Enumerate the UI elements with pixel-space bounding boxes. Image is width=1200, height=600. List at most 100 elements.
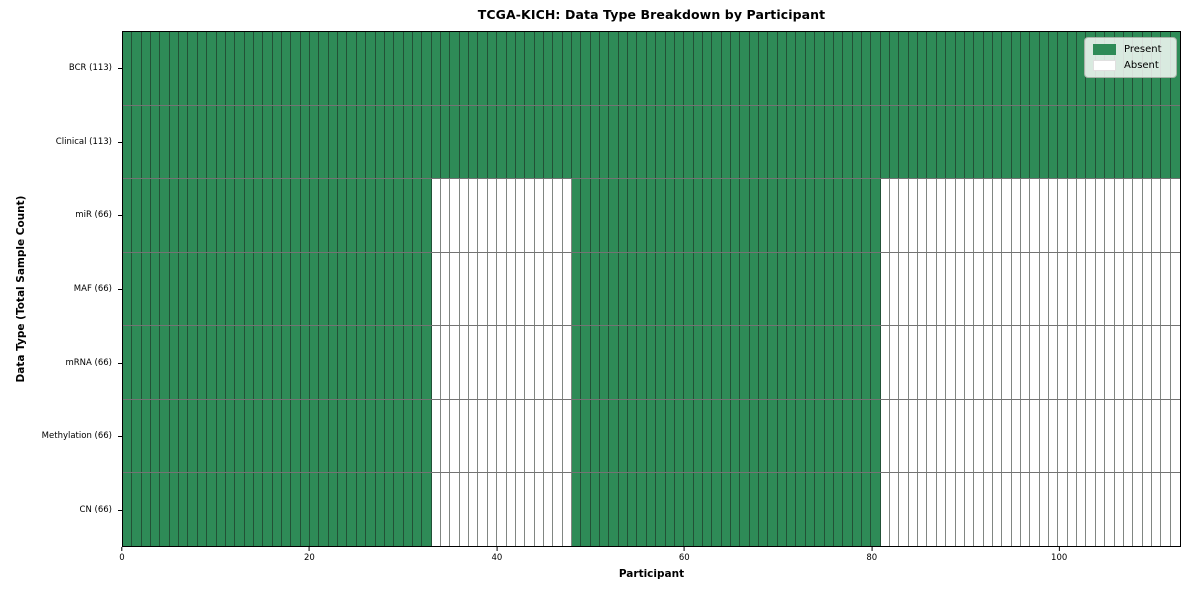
heatmap-cell	[684, 473, 694, 547]
heatmap-cell	[712, 399, 722, 473]
heatmap-cell	[646, 179, 657, 252]
heatmap-cell	[609, 399, 619, 473]
heatmap-cell	[656, 252, 666, 326]
heatmap-cell	[1039, 399, 1050, 473]
heatmap-cell	[366, 179, 376, 252]
heatmap-cell	[702, 399, 713, 473]
heatmap-cell	[1002, 32, 1012, 105]
heatmap-cell	[506, 179, 516, 252]
heatmap-cell	[422, 32, 432, 105]
heatmap-cell	[450, 32, 460, 105]
heatmap-cell	[600, 326, 610, 399]
heatmap-cell	[132, 399, 142, 473]
heatmap-cell	[1030, 252, 1040, 326]
y-axis: BCR (113) Clinical (113) miR (66) MAF (66) m…	[0, 31, 122, 547]
heatmap-cell	[992, 252, 1003, 326]
heatmap-cell	[515, 179, 526, 252]
chart-title: TCGA-KICH: Data Type Breakdown by Partic…	[477, 7, 826, 22]
heatmap-cell	[656, 473, 666, 547]
heatmap-cell	[534, 326, 544, 399]
heatmap-cell	[646, 473, 657, 547]
heatmap-cell	[1105, 252, 1115, 326]
heatmap-cell	[562, 399, 572, 473]
heatmap-cell	[955, 473, 965, 547]
heatmap-cell	[459, 179, 470, 252]
heatmap-cell	[871, 473, 881, 547]
heatmap-cell	[936, 252, 947, 326]
heatmap-cell	[450, 179, 460, 252]
heatmap-cell	[412, 105, 423, 179]
heatmap-cell	[833, 326, 844, 399]
heatmap-cell	[665, 473, 675, 547]
heatmap-cell	[805, 105, 816, 179]
heatmap-cell	[1058, 105, 1068, 179]
heatmap-cell	[927, 179, 937, 252]
heatmap-cell	[225, 399, 236, 473]
heatmap-cell	[749, 399, 760, 473]
heatmap-cell	[759, 399, 769, 473]
heatmap-row-cn	[123, 472, 1180, 547]
heatmap-cell	[515, 105, 526, 179]
heatmap-cell	[1058, 252, 1068, 326]
heatmap-cell	[1114, 326, 1124, 399]
heatmap-cell	[1095, 473, 1106, 547]
heatmap-cell	[665, 32, 675, 105]
heatmap-cell	[871, 399, 881, 473]
heatmap-cell	[441, 105, 451, 179]
heatmap-cell	[300, 399, 311, 473]
heatmap-cell	[946, 473, 956, 547]
heatmap-cell	[880, 252, 891, 326]
heatmap-cell	[824, 473, 834, 547]
heatmap-cell	[347, 32, 357, 105]
heatmap-cell	[1039, 473, 1050, 547]
x-tick-label: 20	[304, 553, 315, 563]
heatmap-cell	[525, 179, 535, 252]
y-tick-label: MAF (66)	[73, 284, 112, 294]
heatmap-cell	[160, 105, 170, 179]
heatmap-cell	[964, 399, 975, 473]
heatmap-cell	[506, 105, 516, 179]
heatmap-cell	[908, 105, 919, 179]
heatmap-cell	[1133, 473, 1143, 547]
heatmap-cell	[618, 326, 629, 399]
heatmap-cell	[684, 179, 694, 252]
heatmap-cell	[244, 473, 254, 547]
heatmap-cell	[600, 32, 610, 105]
heatmap-cell	[543, 32, 554, 105]
heatmap-cell	[777, 473, 788, 547]
heatmap-cell	[347, 473, 357, 547]
heatmap-cell	[534, 105, 544, 179]
heatmap-cell	[777, 105, 788, 179]
heatmap-cell	[1020, 473, 1031, 547]
heatmap-cell	[132, 32, 142, 105]
heatmap-cell	[1161, 252, 1171, 326]
heatmap-cell	[936, 32, 947, 105]
heatmap-cell	[992, 179, 1003, 252]
heatmap-cell	[777, 252, 788, 326]
heatmap-cell	[833, 105, 844, 179]
heatmap-cell	[132, 473, 142, 547]
heatmap-cell	[384, 179, 395, 252]
heatmap-cell	[852, 252, 862, 326]
heatmap-cell	[441, 326, 451, 399]
heatmap-cell	[824, 252, 834, 326]
heatmap-cell	[1049, 252, 1059, 326]
heatmap-cell	[833, 399, 844, 473]
heatmap-cell	[590, 399, 601, 473]
heatmap-cell	[169, 179, 180, 252]
heatmap-cell	[216, 473, 226, 547]
heatmap-cell	[796, 473, 806, 547]
heatmap-cell	[600, 252, 610, 326]
heatmap-cell	[123, 179, 133, 252]
heatmap-cell	[890, 473, 900, 547]
heatmap-cell	[338, 32, 348, 105]
heatmap-cell	[151, 32, 161, 105]
heatmap-cell	[805, 326, 816, 399]
heatmap-cell	[1002, 473, 1012, 547]
heatmap-cell	[328, 252, 339, 326]
heatmap-cell	[946, 252, 956, 326]
heatmap-cell	[338, 399, 348, 473]
heatmap-cell	[151, 105, 161, 179]
heatmap-cell	[581, 179, 591, 252]
